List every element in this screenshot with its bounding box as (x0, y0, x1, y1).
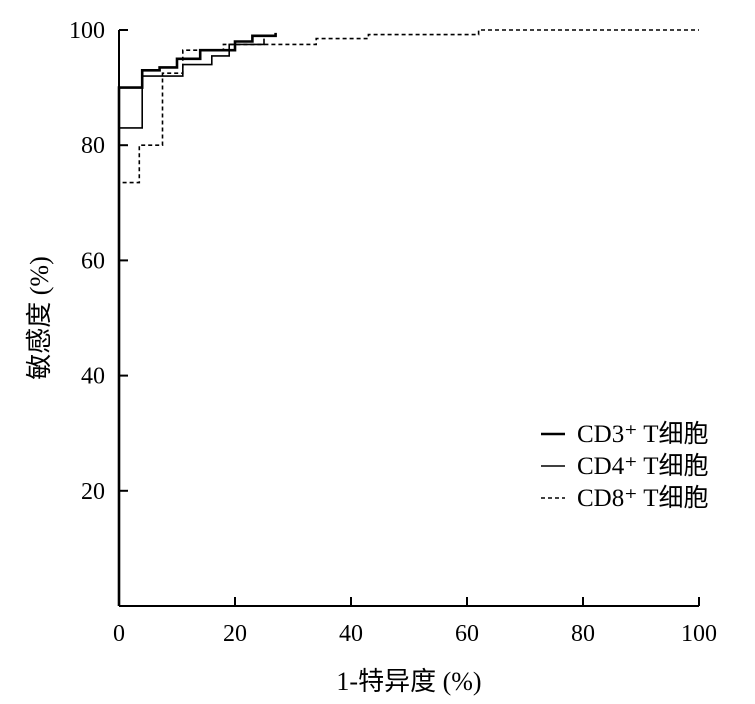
x-tick-label: 40 (339, 621, 363, 647)
plot-lines (117, 29, 699, 606)
y-ticks: 20 40 60 80 100 (69, 18, 128, 505)
y-tick-label: 60 (81, 248, 105, 274)
x-axis-title: 1-特异度 (%) (336, 667, 481, 696)
x-ticks: 0 20 40 60 80 100 (113, 597, 717, 647)
legend-label: CD4⁺ T细胞 (577, 452, 709, 480)
y-axis-title: 敏感度 (%) (25, 256, 54, 379)
x-tick-label: 60 (455, 621, 479, 647)
legend: CD3⁺ T细胞 CD4⁺ T细胞 CD8⁺ T细胞 (541, 420, 709, 512)
y-tick-label: 20 (81, 479, 105, 505)
x-tick-label: 20 (223, 621, 247, 647)
y-tick-label: 80 (81, 133, 105, 159)
x-tick-label: 100 (681, 621, 717, 647)
series-line-2 (118, 38, 265, 606)
x-tick-label: 0 (113, 621, 125, 647)
y-tick-label: 40 (81, 364, 105, 390)
y-tick-label: 100 (69, 18, 105, 44)
series-line-3 (118, 29, 699, 606)
legend-label: CD8⁺ T细胞 (577, 484, 709, 512)
x-tick-label: 80 (571, 621, 595, 647)
legend-label: CD3⁺ T细胞 (577, 420, 709, 448)
